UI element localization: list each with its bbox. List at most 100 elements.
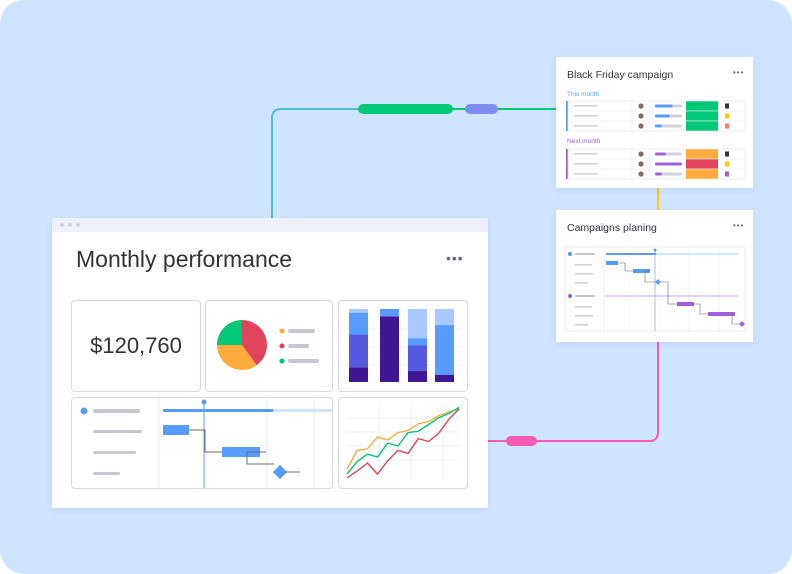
top-connector-line [271,108,556,218]
line-series-orange[interactable] [346,408,460,470]
task-bar[interactable] [708,312,735,316]
avatar[interactable] [638,123,644,129]
task-bar[interactable] [677,302,694,306]
item-name-placeholder [574,125,598,127]
dependency-arrow [731,313,740,325]
progress-fill [655,114,670,118]
monthly-performance-window: Monthly performance ••• $120,760 [52,218,488,508]
board-table [566,100,746,180]
window-dot [60,223,64,227]
pie-chart [217,320,319,370]
bar-segment[interactable] [349,312,368,335]
progress-track [655,124,682,128]
stacked-bar-chart [345,309,461,382]
pie-slice[interactable] [242,320,267,366]
line-chart-tile[interactable] [338,397,468,489]
bar-chart-tile[interactable] [338,300,468,392]
dependency-arrow [644,270,656,283]
pie-slice[interactable] [217,345,257,370]
milestone-diamond[interactable] [272,464,288,480]
progress-fill [655,104,673,108]
task-name-placeholder [575,315,593,317]
avatar[interactable] [638,171,644,177]
group-color-strip [566,149,568,179]
group-timeline-bar [273,409,332,412]
file-icon[interactable] [725,171,729,177]
line-chart [346,406,460,480]
task-name-placeholder [575,273,593,275]
item-name-placeholder [574,173,598,175]
file-icon[interactable] [725,161,729,167]
more-dots-icon[interactable]: ••• [446,250,464,266]
kpi-tile[interactable]: $120,760 [71,300,201,392]
avatar[interactable] [638,161,644,167]
bar-segment[interactable] [380,309,399,317]
task-name-placeholder [575,324,588,326]
gantt-tile[interactable] [71,397,333,489]
milestone-diamond[interactable] [739,321,745,327]
file-icon[interactable] [725,103,729,109]
bar-segment[interactable] [435,374,454,382]
pie-slice[interactable] [217,320,242,345]
avatar[interactable] [638,151,644,157]
bar-segment[interactable] [349,367,368,382]
avatar[interactable] [638,113,644,119]
group-dot [568,294,572,298]
progress-fill [655,152,666,156]
bar-segment[interactable] [380,316,399,382]
group-label-next-month: Next month [567,138,601,145]
more-dots-icon[interactable]: ••• [733,221,745,230]
today-marker-dot [201,399,207,405]
task-name-placeholder [93,430,142,433]
task-name-placeholder [575,295,595,297]
task-bar[interactable] [606,261,618,265]
group-frame [567,148,746,180]
file-icon[interactable] [725,151,729,157]
pink-connector-line [488,342,659,442]
status-cell[interactable] [686,159,718,169]
board-title: Campaigns planing [567,222,657,234]
black-friday-board: Black Friday campaign ••• This month Nex… [556,57,753,188]
bar-segment-background [408,309,427,339]
file-icon[interactable] [725,113,729,119]
group-timeline-bar [656,253,738,255]
task-name-placeholder [575,306,592,308]
file-icon[interactable] [725,123,729,129]
status-cell[interactable] [686,101,718,111]
dependency-arrow [189,429,222,453]
window-dot [68,223,72,227]
bar-segment[interactable] [408,345,427,372]
bar-segment[interactable] [349,334,368,368]
avatar[interactable] [638,103,644,109]
group-timeline-bar [606,253,656,255]
item-name-placeholder [574,115,598,117]
status-cell[interactable] [686,149,718,159]
task-bar[interactable] [222,447,260,457]
green-pill [358,104,453,114]
progress-track [655,172,682,176]
status-cell[interactable] [686,111,718,121]
bar-segment[interactable] [408,371,427,382]
milestone-diamond[interactable] [655,279,661,285]
line-series-green[interactable] [346,406,460,475]
item-name-placeholder [574,153,598,155]
legend-label-placeholder [288,344,309,348]
more-dots-icon[interactable]: ••• [733,68,745,77]
status-cell[interactable] [686,121,718,131]
task-name-placeholder [575,253,595,255]
dependency-arrow [618,262,633,272]
status-cell[interactable] [686,169,718,179]
task-bar[interactable] [163,425,189,435]
pink-pill [506,436,537,446]
task-bar[interactable] [633,269,650,273]
group-dot [568,252,572,256]
bar-segment[interactable] [408,338,427,346]
progress-fill [655,124,662,128]
pie-chart-tile[interactable] [205,300,333,392]
group-timeline-bar [163,409,273,412]
legend-dot [279,328,285,334]
bar-segment[interactable] [435,325,454,375]
line-series-red[interactable] [346,408,460,479]
